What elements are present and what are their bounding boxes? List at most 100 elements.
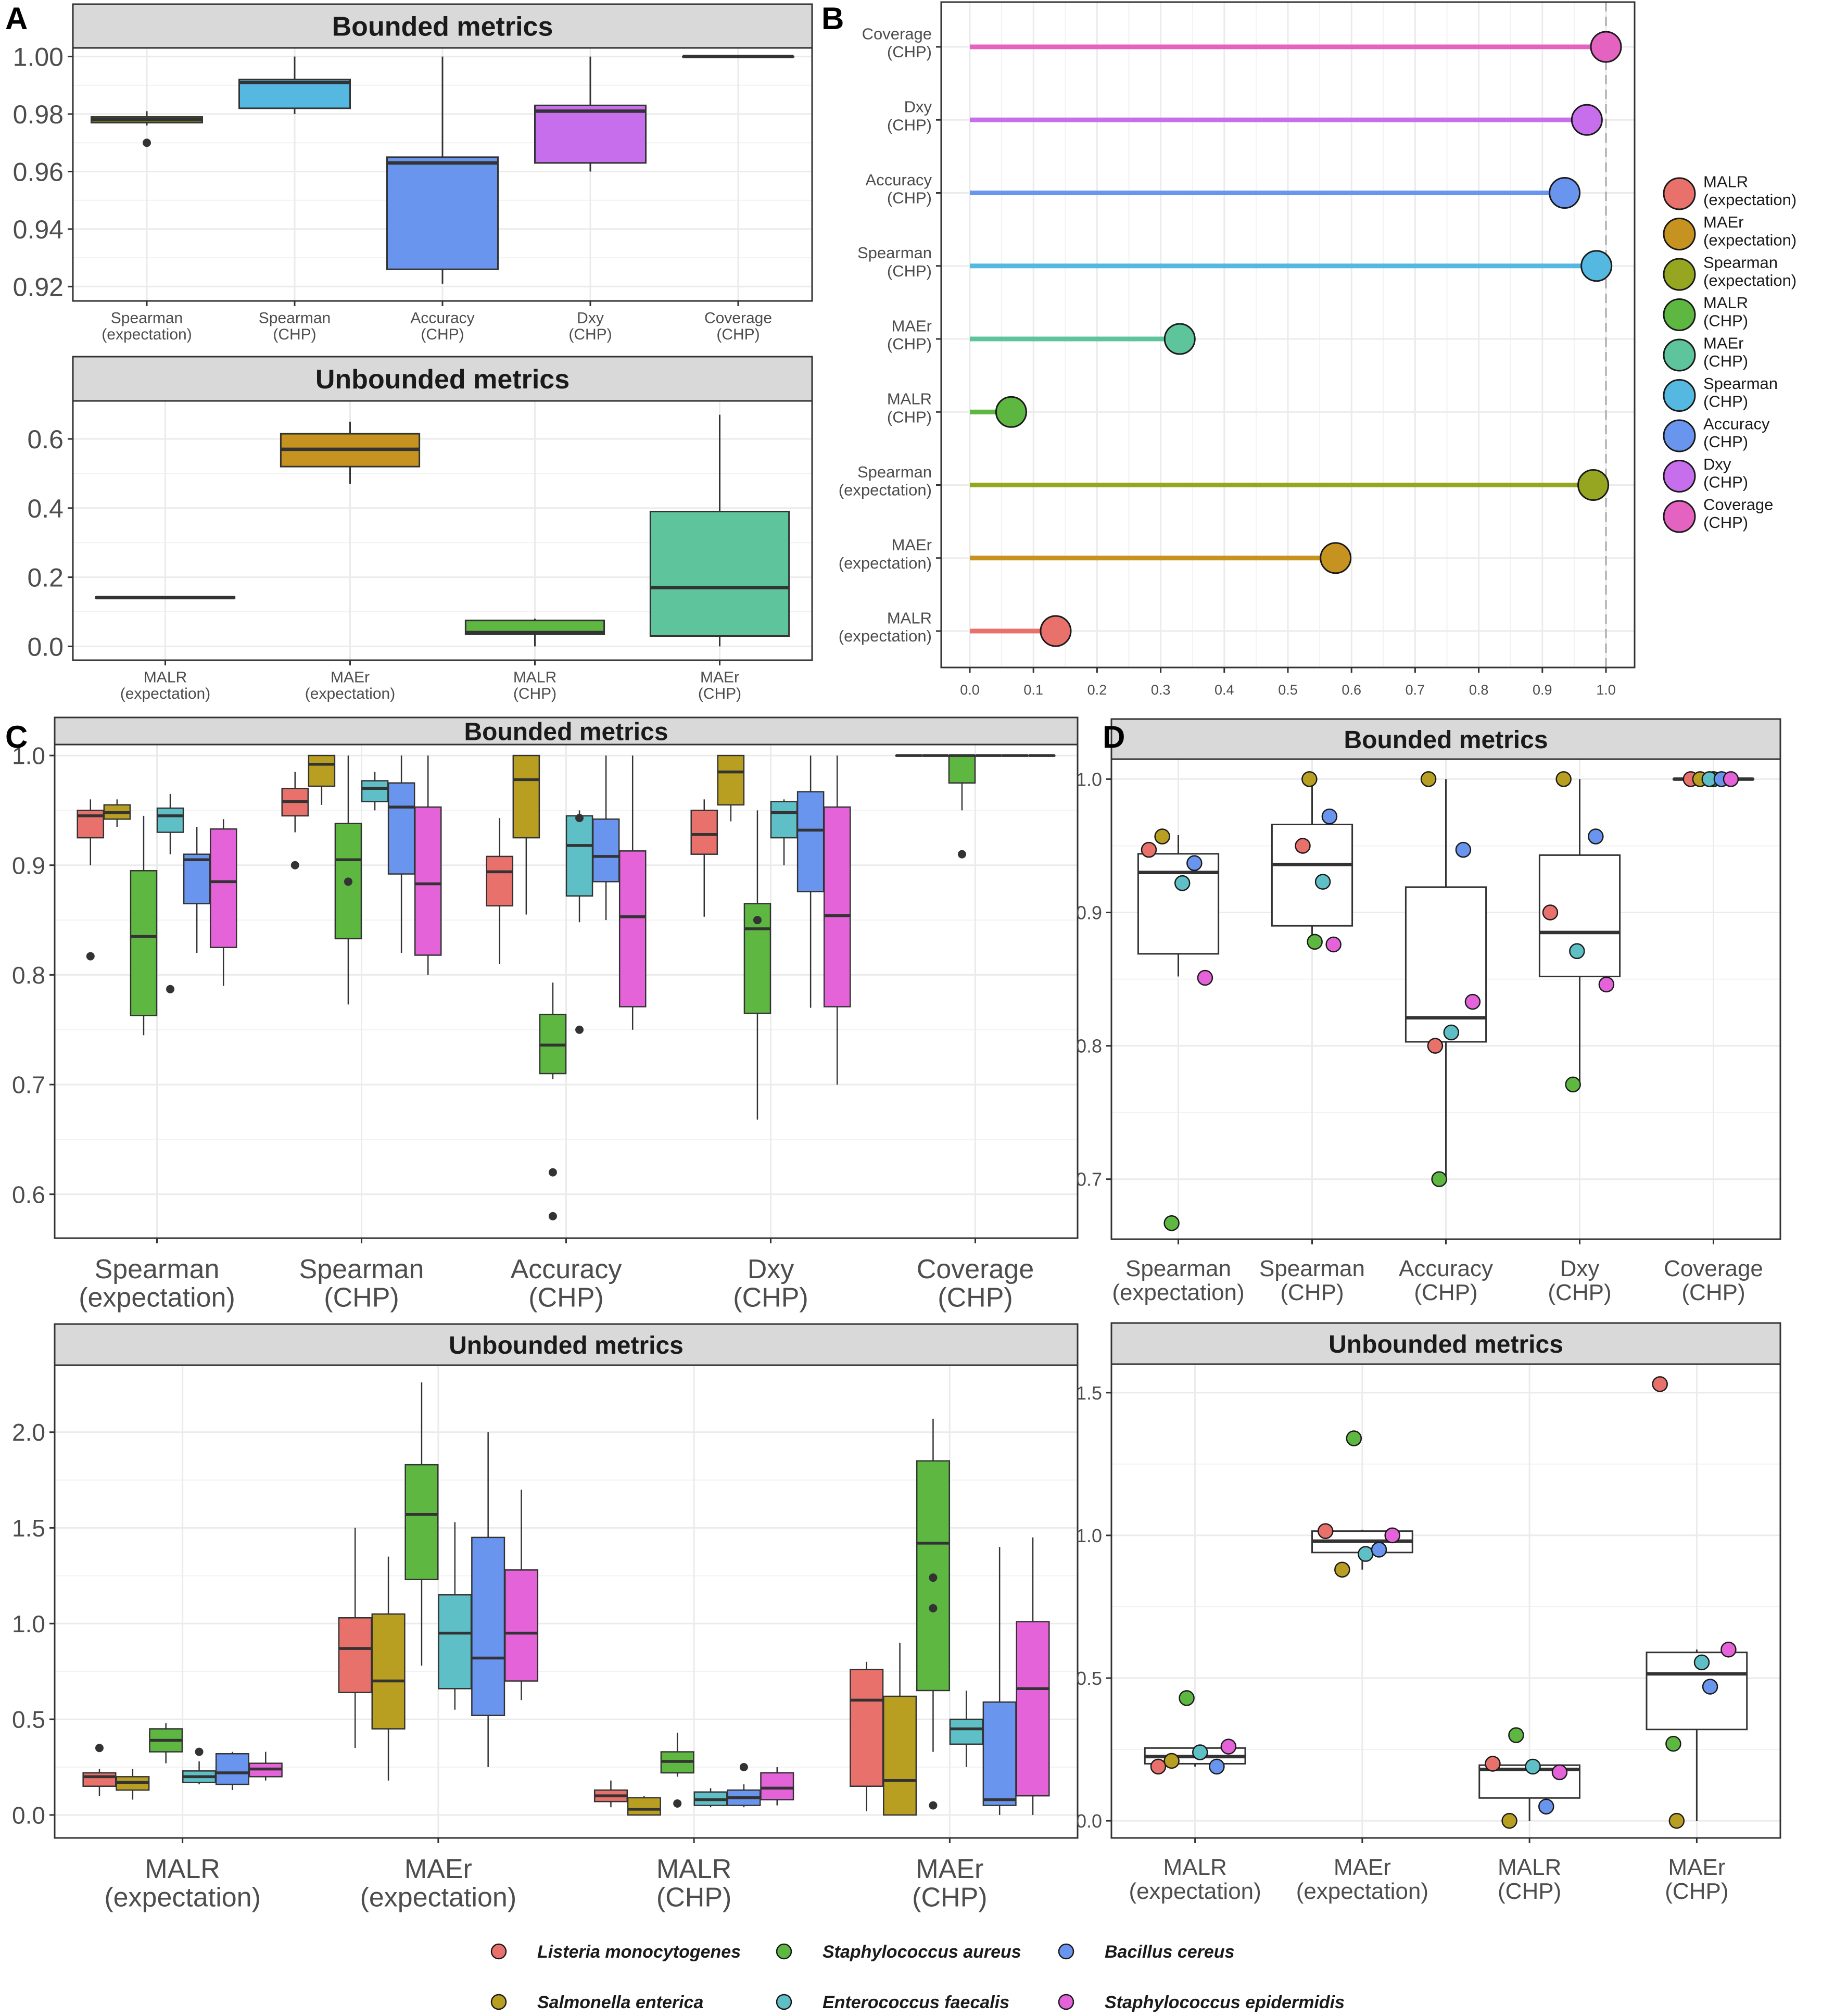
- legend-key: [1663, 419, 1696, 452]
- y-tick-label: MAEr (expectation): [839, 536, 932, 572]
- y-tick-label: 0.7: [12, 1072, 45, 1099]
- legend-key: [1058, 1943, 1074, 1960]
- facet-title: Unbounded metrics: [315, 364, 570, 395]
- y-tick-label: Spearman (CHP): [857, 244, 932, 280]
- panel-d-bottom: Unbounded metrics 0.0 0.5 1.0 1.5 MALR (expect…: [1076, 1322, 1781, 1904]
- outlier-point: [957, 850, 966, 859]
- x-tick-label: MAEr (CHP): [1665, 1855, 1728, 1904]
- box: [183, 853, 211, 904]
- legend-key: [1058, 1994, 1074, 2010]
- y-tick-label: 0.8: [1076, 1036, 1102, 1057]
- box: [534, 104, 647, 164]
- x-tick-label: MAEr (expectation): [360, 1854, 517, 1913]
- x-tick-label: Spearman (expectation): [102, 310, 192, 344]
- x-tick-label: MALR (CHP): [513, 669, 556, 703]
- legend-key: [1663, 258, 1696, 291]
- facet-strip: [72, 3, 813, 49]
- facet-strip: [1110, 718, 1781, 760]
- x-tick-label: 0.2: [1087, 682, 1107, 698]
- box: [471, 1536, 505, 1716]
- x-tick-label: Spearman (expectation): [1112, 1256, 1244, 1305]
- box: [949, 1718, 983, 1745]
- box: [156, 807, 184, 833]
- y-tick-label: Spearman (expectation): [839, 463, 932, 499]
- y-tick-label: 0.96: [13, 157, 64, 186]
- y-tick-label: 0.6: [12, 1181, 45, 1208]
- y-tick-label: 0.7: [1076, 1169, 1102, 1190]
- data-point: [1301, 771, 1318, 787]
- panel-c-top: Bounded metrics 0.6 0.7 0.8 0.9 1.0 Spearman (e…: [12, 716, 1079, 1313]
- x-tick-label: MAEr (expectation): [1296, 1855, 1428, 1904]
- legend-key: [776, 1943, 792, 1960]
- x-tick-label: Spearman (CHP): [259, 310, 331, 344]
- data-point: [1551, 1764, 1568, 1781]
- data-point: [1525, 1758, 1541, 1775]
- x-tick-label: MALR (expectation): [104, 1854, 261, 1913]
- x-tick-label: 1.0: [1596, 682, 1616, 698]
- legend-key: [1663, 298, 1696, 331]
- data-point: [1192, 1744, 1208, 1760]
- panel-letter: B: [821, 1, 844, 36]
- outlier-point: [929, 1604, 938, 1612]
- x-tick-label: Accuracy (CHP): [410, 310, 474, 344]
- data-point: [1668, 1812, 1685, 1829]
- outlier-point: [166, 985, 175, 993]
- facet-title: Bounded metrics: [332, 12, 553, 42]
- x-tick-label: Coverage (CHP): [917, 1254, 1034, 1313]
- y-tick-label: 0.92: [13, 272, 64, 301]
- lollipop-head: [1549, 177, 1581, 209]
- data-point: [1317, 1523, 1334, 1539]
- legend-label: Staphylococcus epidermidis: [1105, 1993, 1345, 2012]
- panel-border: [54, 1364, 1079, 1839]
- panel-a-top: Bounded metrics 0.92 0.94 0.96 0.98 1.00 Spear…: [13, 3, 813, 344]
- box: [850, 1669, 884, 1787]
- data-point: [1720, 1641, 1737, 1658]
- data-point: [1431, 1171, 1447, 1187]
- data-point: [1307, 934, 1323, 950]
- legend-label: Salmonella enterica: [537, 1993, 703, 2012]
- data-point: [1325, 936, 1342, 953]
- legend-key: [1663, 177, 1696, 210]
- legend-key: [776, 1994, 792, 2010]
- box: [308, 754, 336, 787]
- box: [982, 1701, 1017, 1806]
- y-tick-label: 1.5: [1076, 1382, 1102, 1404]
- x-tick-label: MALR (expectation): [1129, 1855, 1261, 1904]
- box: [627, 1797, 661, 1816]
- legend-label: Bacillus cereus: [1105, 1942, 1234, 1962]
- box: [796, 791, 825, 892]
- lollipop-head: [995, 396, 1027, 428]
- data-point: [1501, 1812, 1517, 1829]
- legend-key: [1663, 460, 1696, 493]
- data-point: [1420, 771, 1437, 787]
- box: [592, 818, 620, 883]
- x-tick-label: Spearman (expectation): [79, 1254, 235, 1313]
- data-point: [1209, 1758, 1225, 1775]
- facet-title: Bounded metrics: [464, 718, 668, 746]
- legend-key: [490, 1943, 507, 1960]
- legend-label: MALR (expectation): [1703, 172, 1796, 209]
- y-tick-label: Accuracy (CHP): [866, 171, 932, 207]
- box: [512, 754, 540, 839]
- data-point: [1384, 1527, 1400, 1544]
- panel-a-bottom: Unbounded metrics 0.0 0.2 0.4 0.6 MALR (expect…: [27, 356, 813, 703]
- lollipop-head: [1163, 323, 1196, 355]
- lollipop-head: [1040, 615, 1072, 647]
- facet-title: Unbounded metrics: [1328, 1331, 1563, 1358]
- y-tick-label: 0.5: [12, 1706, 45, 1733]
- panel-border: [72, 47, 813, 302]
- panel-border: [1110, 1363, 1781, 1839]
- data-point: [1321, 808, 1338, 825]
- y-tick-label: Dxy (CHP): [887, 98, 932, 134]
- facet-strip: [72, 356, 813, 402]
- x-tick-label: 0.6: [1342, 682, 1361, 698]
- box: [1016, 1621, 1050, 1797]
- box: [770, 801, 798, 839]
- lollipop-head: [1590, 31, 1622, 63]
- y-tick-label: 0.5: [1076, 1668, 1102, 1689]
- data-point: [1464, 993, 1481, 1010]
- legend-label: MALR (CHP): [1703, 294, 1748, 330]
- box: [486, 855, 514, 906]
- lollipop-head: [1571, 104, 1603, 136]
